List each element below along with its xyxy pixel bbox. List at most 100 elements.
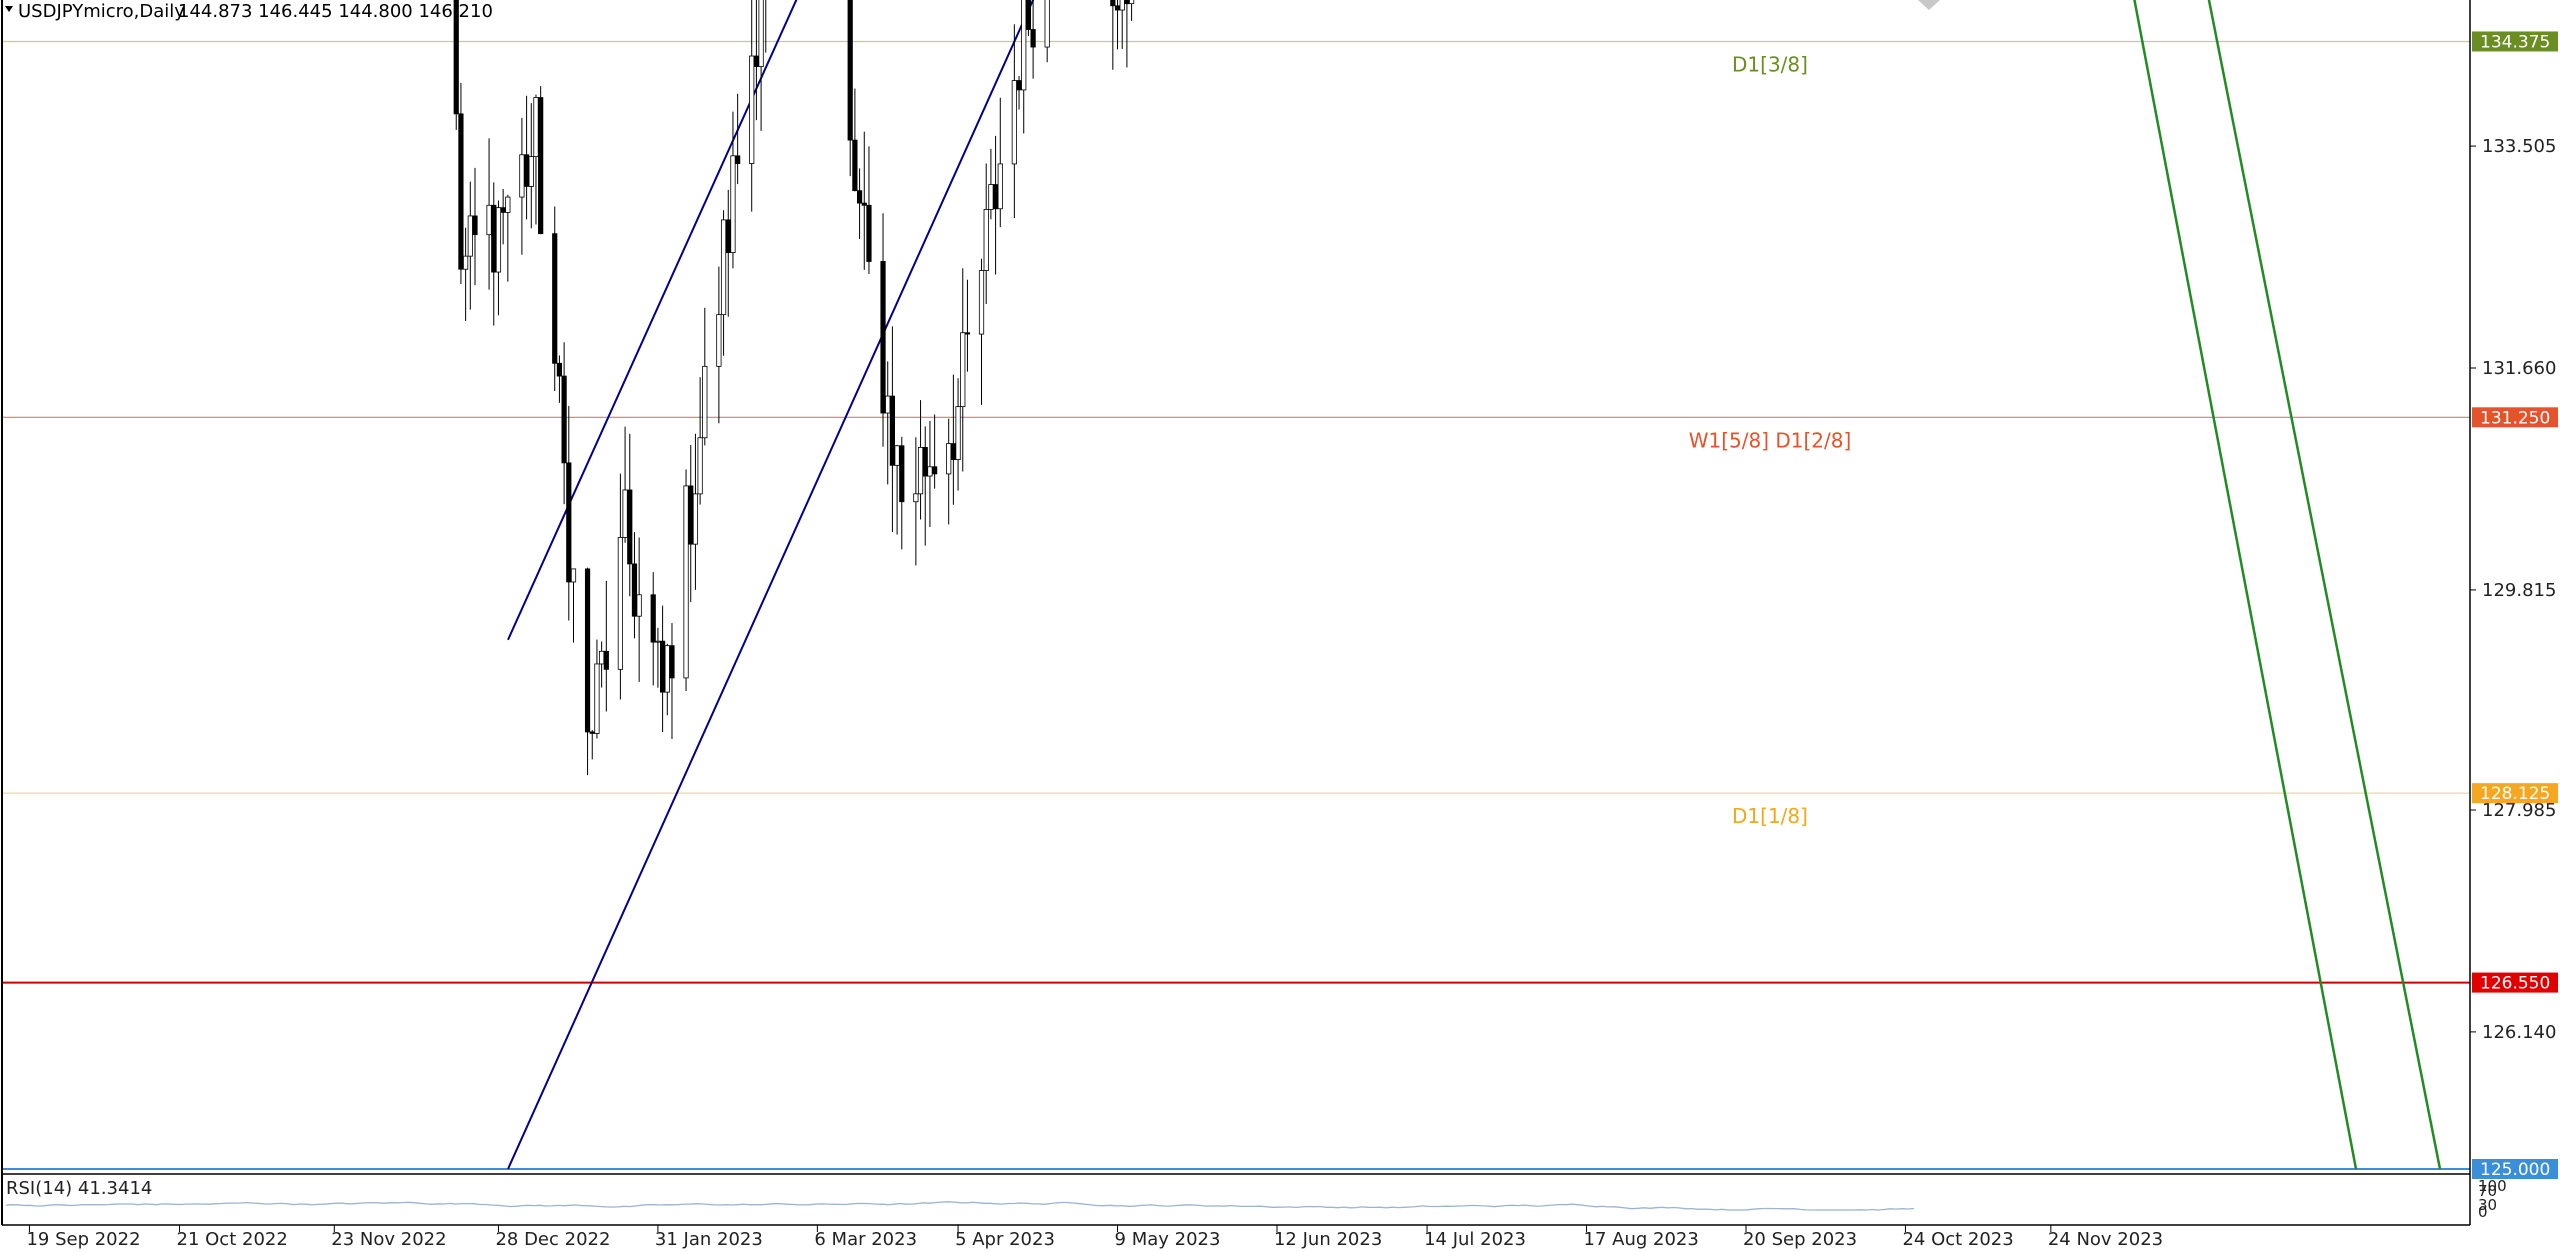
channel-middle-line xyxy=(507,0,798,641)
candle-body xyxy=(725,219,731,253)
candle-body xyxy=(1114,5,1121,11)
candle xyxy=(922,426,928,546)
candle xyxy=(730,111,736,269)
candle xyxy=(720,210,727,356)
candle-body xyxy=(960,332,966,408)
candle xyxy=(594,639,600,739)
price-tag: 126.550 xyxy=(2472,972,2558,994)
price-tag-box xyxy=(2472,31,2558,52)
price-tag: 134.375 xyxy=(2472,31,2558,52)
candle-body xyxy=(528,156,534,187)
chevron-down-icon[interactable] xyxy=(5,6,13,12)
symbol-label: USDJPYmicro,Daily xyxy=(18,1,185,22)
date-axis[interactable]: 19 Sep 2022 21 Oct 2022 23 Nov 2022 28 Dec … xyxy=(26,1225,2163,1250)
candle-body xyxy=(861,202,867,206)
candle-body xyxy=(720,219,727,316)
candle-body xyxy=(749,55,755,164)
candle xyxy=(702,307,708,446)
candle-body xyxy=(955,406,961,460)
candle-body xyxy=(899,445,905,503)
date-axis-label: 24 Nov 2023 xyxy=(2048,1229,2163,1250)
candle-body xyxy=(688,485,694,545)
candle-body xyxy=(669,645,675,679)
price-axis-label: 127.985 xyxy=(2482,800,2556,821)
candle-body xyxy=(650,594,656,643)
date-axis-label: 21 Oct 2022 xyxy=(177,1229,288,1250)
price-tag-box xyxy=(2472,783,2558,804)
candle-body xyxy=(622,489,628,538)
date-axis-label: 12 Jun 2023 xyxy=(1274,1229,1382,1250)
candle xyxy=(1021,0,1027,134)
candle-body xyxy=(702,365,708,439)
candle xyxy=(463,227,469,322)
candle-body xyxy=(655,640,661,643)
candle-body xyxy=(472,215,478,236)
candle-body xyxy=(636,594,642,617)
candle xyxy=(964,279,971,372)
candle-body xyxy=(552,233,558,364)
rsi-subwindow[interactable]: RSI(14) 41.3414 100 70 30 0 xyxy=(5,1177,2507,1221)
candle xyxy=(650,572,656,686)
shift-marker-icon[interactable] xyxy=(1918,0,1940,10)
channel-lower-line xyxy=(507,0,1035,1170)
candle xyxy=(861,131,867,270)
candle-body xyxy=(556,362,563,377)
candle xyxy=(495,200,502,316)
candle xyxy=(1124,0,1130,68)
candle-body xyxy=(1044,0,1050,48)
down-channel-lower-line xyxy=(2133,0,2358,1170)
price-axis[interactable]: 153.740151.895150.065148.220146.375144.5… xyxy=(2470,0,2556,1043)
candle-body xyxy=(561,375,567,464)
candle-body xyxy=(519,154,525,198)
candle-body xyxy=(927,466,933,477)
candle xyxy=(617,473,623,700)
candle xyxy=(866,146,872,274)
candle xyxy=(1011,24,1017,218)
candle-body xyxy=(617,537,623,670)
candle xyxy=(528,103,534,229)
candle xyxy=(847,0,853,177)
candle xyxy=(1025,0,1032,36)
rsi-label: RSI(14) 41.3414 xyxy=(6,1178,152,1199)
candle xyxy=(683,469,689,692)
candle-body xyxy=(467,215,473,257)
candle-body xyxy=(730,155,736,253)
candle-body xyxy=(735,155,741,164)
candle-body xyxy=(463,255,469,270)
candle-body xyxy=(533,97,539,157)
date-axis-label: 23 Nov 2022 xyxy=(331,1229,446,1250)
date-axis-label: 17 Aug 2023 xyxy=(1584,1229,1699,1250)
candle xyxy=(749,0,755,212)
price-tag: 131.250 xyxy=(2472,407,2558,428)
chart-header[interactable]: USDJPYmicro,Daily 144.873 146.445 144.80… xyxy=(5,1,493,22)
candle xyxy=(758,0,764,131)
candle-body xyxy=(922,446,928,477)
candle-body xyxy=(885,395,891,414)
price-tag-label: 134.375 xyxy=(2480,32,2550,52)
candle-body xyxy=(932,466,938,475)
candle xyxy=(627,433,633,597)
candle xyxy=(584,567,591,776)
candle-body xyxy=(753,55,760,67)
date-axis-label: 24 Oct 2023 xyxy=(1902,1229,2013,1250)
price-tag-box xyxy=(2472,407,2558,428)
level-lines-layer xyxy=(2,40,2470,1170)
date-axis-label: 14 Jul 2023 xyxy=(1424,1229,1526,1250)
candle-body xyxy=(880,261,886,414)
candle-body xyxy=(603,650,609,670)
candle-body xyxy=(983,209,989,271)
candle-body xyxy=(1110,0,1116,7)
candle xyxy=(932,414,938,489)
candle xyxy=(983,163,989,304)
candle xyxy=(570,568,577,643)
candle-body xyxy=(852,139,858,192)
candle-body xyxy=(1119,0,1125,11)
price-axis-label: 131.660 xyxy=(2482,358,2556,379)
candle xyxy=(1030,0,1036,79)
candle-body xyxy=(1011,80,1017,165)
candle xyxy=(955,378,961,491)
candle xyxy=(1110,0,1116,70)
candle xyxy=(552,206,558,392)
price-axis-label: 133.505 xyxy=(2482,136,2556,157)
